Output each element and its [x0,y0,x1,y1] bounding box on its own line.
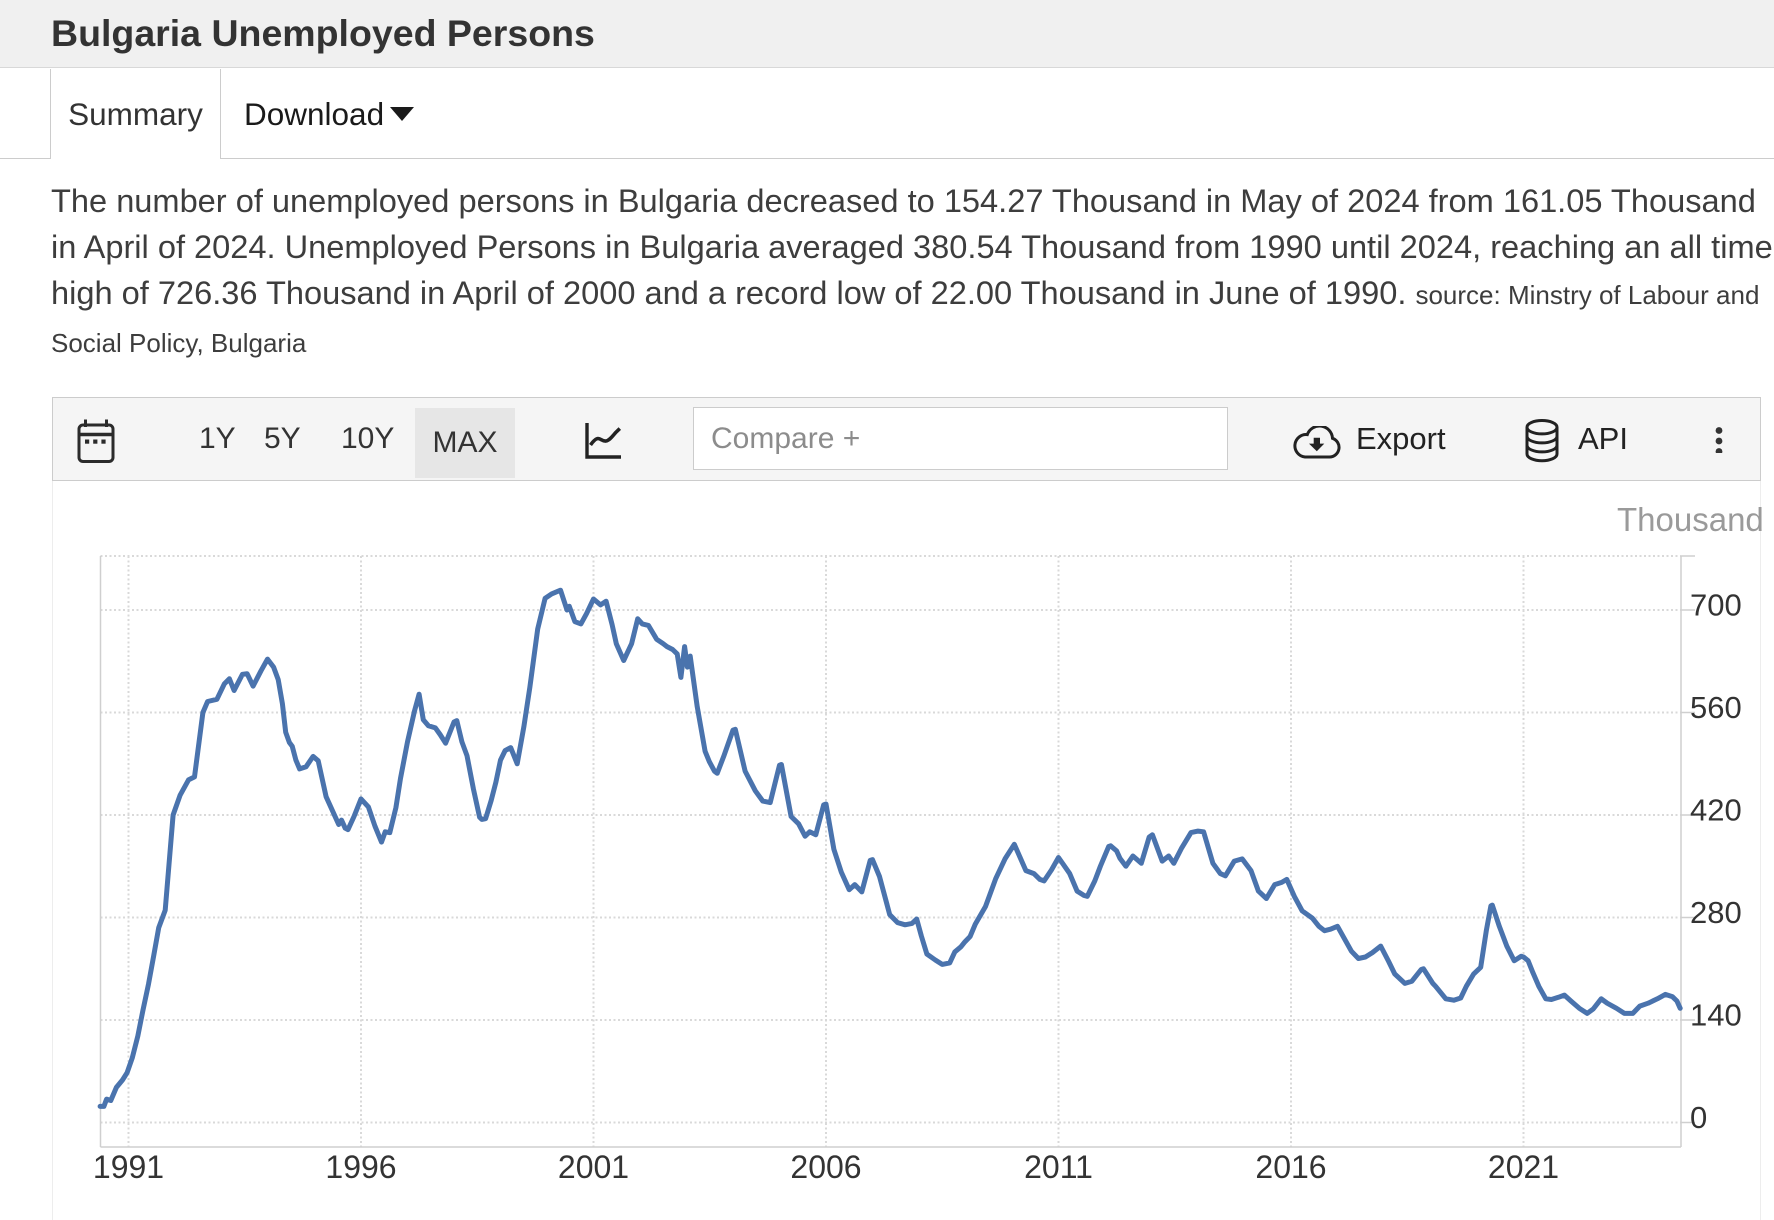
svg-text:700: 700 [1690,588,1742,623]
svg-text:2021: 2021 [1488,1149,1559,1185]
svg-text:2016: 2016 [1255,1149,1326,1185]
svg-text:280: 280 [1690,895,1742,930]
svg-text:2001: 2001 [558,1149,629,1185]
svg-text:1991: 1991 [93,1149,164,1185]
svg-text:2011: 2011 [1024,1149,1093,1185]
svg-text:560: 560 [1690,690,1742,725]
svg-text:0: 0 [1690,1100,1707,1135]
svg-text:2006: 2006 [790,1149,861,1185]
svg-text:140: 140 [1690,998,1742,1033]
svg-text:1996: 1996 [325,1149,396,1185]
svg-text:420: 420 [1690,793,1742,828]
